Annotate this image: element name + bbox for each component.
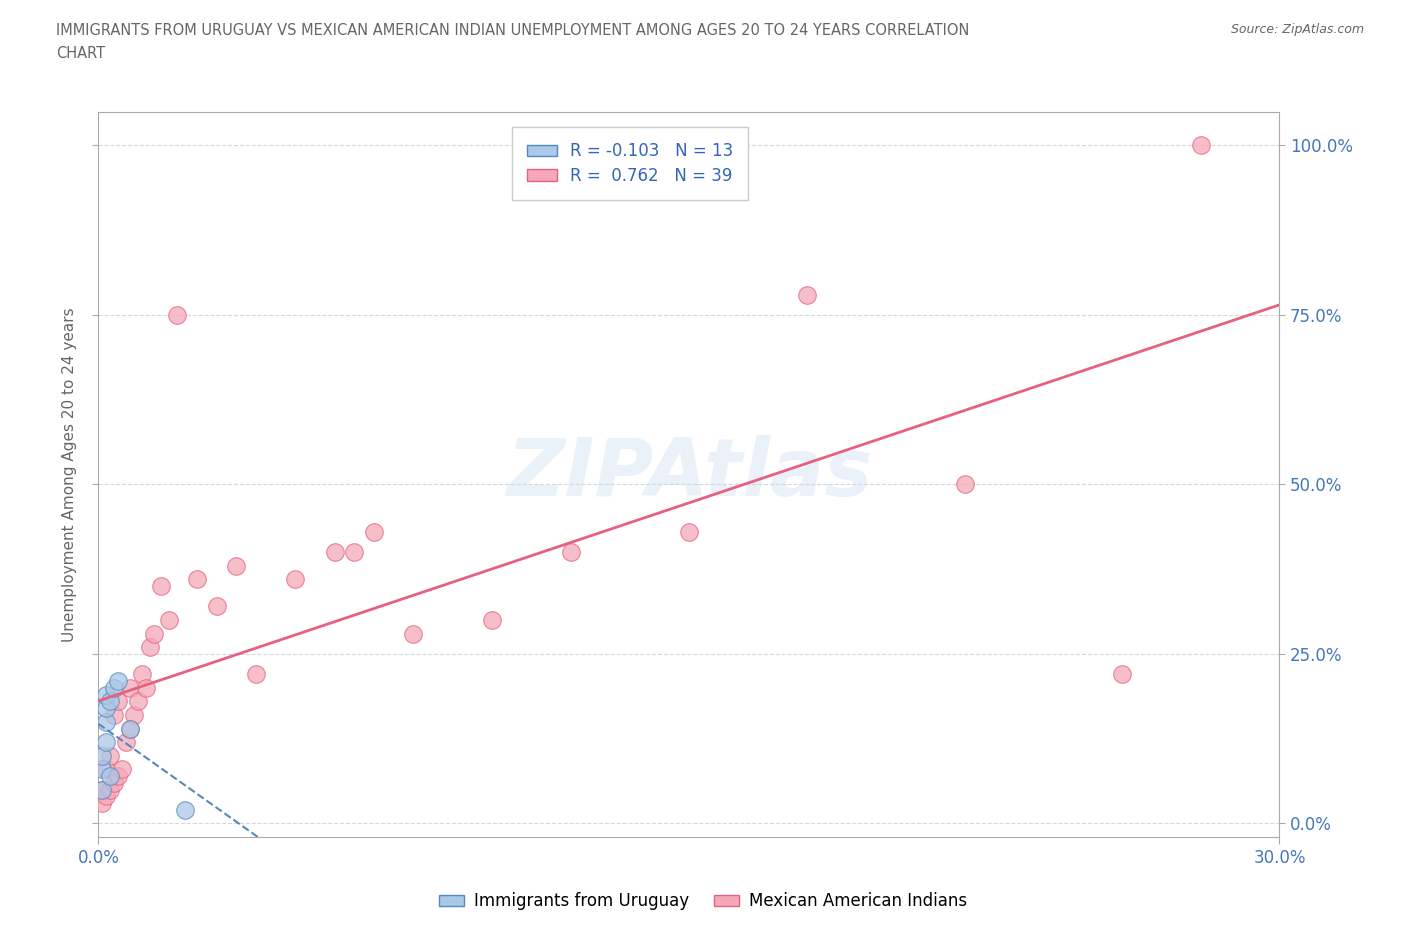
Legend: Immigrants from Uruguay, Mexican American Indians: Immigrants from Uruguay, Mexican America… xyxy=(432,885,974,917)
Y-axis label: Unemployment Among Ages 20 to 24 years: Unemployment Among Ages 20 to 24 years xyxy=(62,307,77,642)
Point xyxy=(150,578,173,593)
Point xyxy=(107,768,129,783)
Point xyxy=(402,626,425,641)
Point xyxy=(131,667,153,682)
Point xyxy=(127,694,149,709)
Text: IMMIGRANTS FROM URUGUAY VS MEXICAN AMERICAN INDIAN UNEMPLOYMENT AMONG AGES 20 TO: IMMIGRANTS FROM URUGUAY VS MEXICAN AMERI… xyxy=(56,23,970,38)
Text: CHART: CHART xyxy=(56,46,105,61)
Point xyxy=(98,768,121,783)
Point xyxy=(115,735,138,750)
Point xyxy=(678,525,700,539)
Point xyxy=(91,762,114,777)
Point xyxy=(174,803,197,817)
Point xyxy=(157,613,180,628)
Point xyxy=(96,762,118,777)
Point xyxy=(98,749,121,764)
Point xyxy=(1189,138,1212,153)
Point xyxy=(135,681,157,696)
Text: Source: ZipAtlas.com: Source: ZipAtlas.com xyxy=(1230,23,1364,36)
Point xyxy=(186,572,208,587)
Point xyxy=(103,681,125,696)
Point xyxy=(118,721,141,736)
Point xyxy=(96,735,118,750)
Point xyxy=(205,599,228,614)
Point xyxy=(91,782,114,797)
Text: ZIPAtlas: ZIPAtlas xyxy=(506,435,872,513)
Point xyxy=(107,673,129,688)
Point xyxy=(107,694,129,709)
Point xyxy=(96,687,118,702)
Point xyxy=(953,477,976,492)
Point xyxy=(96,789,118,804)
Point xyxy=(323,545,346,560)
Point xyxy=(796,287,818,302)
Point xyxy=(96,714,118,729)
Point xyxy=(363,525,385,539)
Point xyxy=(91,749,114,764)
Point xyxy=(343,545,366,560)
Point xyxy=(103,708,125,723)
Point xyxy=(122,708,145,723)
Point xyxy=(245,667,267,682)
Point xyxy=(91,782,114,797)
Point xyxy=(118,721,141,736)
Point xyxy=(284,572,307,587)
Point xyxy=(96,700,118,715)
Point xyxy=(103,776,125,790)
Point xyxy=(138,640,160,655)
Point xyxy=(91,796,114,811)
Point xyxy=(225,558,247,573)
Point xyxy=(111,762,134,777)
Legend: R = -0.103   N = 13, R =  0.762   N = 39: R = -0.103 N = 13, R = 0.762 N = 39 xyxy=(512,127,748,200)
Point xyxy=(560,545,582,560)
Point xyxy=(166,308,188,323)
Point xyxy=(481,613,503,628)
Point xyxy=(98,782,121,797)
Point xyxy=(1111,667,1133,682)
Point xyxy=(118,681,141,696)
Point xyxy=(142,626,165,641)
Point xyxy=(98,694,121,709)
